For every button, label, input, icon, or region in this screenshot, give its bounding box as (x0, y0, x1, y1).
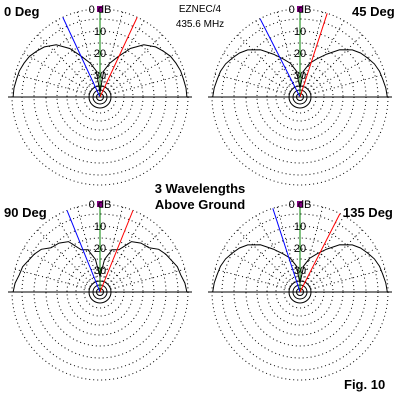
grid-spoke (276, 206, 298, 282)
r-tick-label: 10 (94, 221, 106, 233)
polar-plot-2: 0 dB 10 20 30 (8, 199, 192, 381)
r-tick-label: 30 (94, 265, 106, 277)
grid-spoke (76, 11, 98, 87)
r-tick-label: 20 (94, 243, 106, 255)
r-tick-label: 20 (294, 243, 306, 255)
grid-spoke (105, 215, 145, 283)
r-tick-label: 10 (294, 221, 306, 233)
grid-spoke (23, 247, 91, 287)
grid-spoke (110, 73, 186, 95)
caption-line-2: Above Ground (154, 197, 246, 212)
peak-marker (97, 6, 103, 12)
peak-marker (297, 6, 303, 12)
grid-spoke (276, 11, 298, 87)
polar-plot-3: 0 dB 10 20 30 (208, 199, 392, 381)
grid-spoke (102, 11, 124, 87)
grid-spoke (107, 34, 163, 90)
r-tick-label: 0 dB (89, 4, 112, 16)
grid-spoke (37, 229, 93, 285)
beam-line-0 (272, 208, 301, 293)
grid-spoke (214, 73, 290, 95)
r-tick-label: 0 dB (289, 4, 312, 16)
pattern-trace (12, 241, 188, 293)
grid-spoke (23, 52, 91, 92)
grid-spoke (214, 268, 290, 290)
grid-spoke (102, 206, 124, 282)
grid-spoke (55, 20, 95, 88)
plot-title-90-deg: 90 Deg (4, 205, 47, 220)
r-tick-label: 30 (294, 265, 306, 277)
r-tick-label: 30 (94, 70, 106, 82)
grid-spoke (105, 20, 145, 88)
grid-spoke (305, 20, 345, 88)
r-tick-label: 0 dB (289, 199, 312, 211)
plot-title-45-deg: 45 Deg (352, 4, 395, 19)
grid-spoke (310, 268, 386, 290)
grid-spoke (307, 229, 363, 285)
grid-spoke (14, 73, 90, 95)
grid-spoke (310, 73, 386, 95)
r-tick-label: 10 (294, 26, 306, 38)
plot-title-0-deg: 0 Deg (4, 4, 40, 19)
beam-line-0 (62, 17, 101, 98)
r-tick-label: 0 dB (89, 199, 112, 211)
grid-spoke (309, 247, 377, 287)
beam-line-0 (259, 18, 301, 98)
peak-marker (297, 201, 303, 207)
grid-spoke (255, 20, 295, 88)
figure-label: Fig. 10 (344, 377, 386, 392)
grid-spoke (109, 52, 177, 92)
grid-spoke (237, 229, 293, 285)
beam-line-1 (99, 210, 134, 293)
grid-spoke (255, 215, 295, 283)
r-tick-label: 30 (294, 70, 306, 82)
grid-spoke (76, 206, 98, 282)
pattern-trace (12, 44, 188, 98)
frequency-label: 435.6 MHz (175, 19, 225, 30)
plot-title-135-deg: 135 Deg (343, 205, 393, 220)
grid-spoke (109, 247, 177, 287)
grid-spoke (305, 215, 345, 283)
grid-spoke (307, 34, 363, 90)
grid-spoke (107, 229, 163, 285)
beam-line-0 (66, 210, 101, 293)
grid-spoke (55, 215, 95, 283)
program-name: EZNEC/4 (178, 4, 222, 15)
caption-line-1: 3 Wavelengths (154, 181, 246, 196)
r-tick-label: 20 (294, 48, 306, 60)
beam-line-1 (299, 213, 341, 293)
beam-line-1 (99, 17, 138, 98)
grid-spoke (309, 52, 377, 92)
peak-marker (97, 201, 103, 207)
grid-spoke (110, 268, 186, 290)
r-tick-label: 10 (94, 26, 106, 38)
pattern-trace (212, 49, 388, 98)
polar-plot-1: 0 dB 10 20 30 (208, 4, 392, 186)
grid-spoke (14, 268, 90, 290)
grid-spoke (237, 34, 293, 90)
grid-spoke (302, 206, 324, 282)
pattern-trace (212, 244, 388, 293)
polar-plot-0: 0 dB 10 20 30 (8, 4, 192, 186)
grid-spoke (223, 247, 291, 287)
beam-line-1 (299, 13, 328, 98)
grid-spoke (223, 52, 291, 92)
r-tick-label: 20 (94, 48, 106, 60)
grid-spoke (37, 34, 93, 90)
grid-spoke (302, 11, 324, 87)
